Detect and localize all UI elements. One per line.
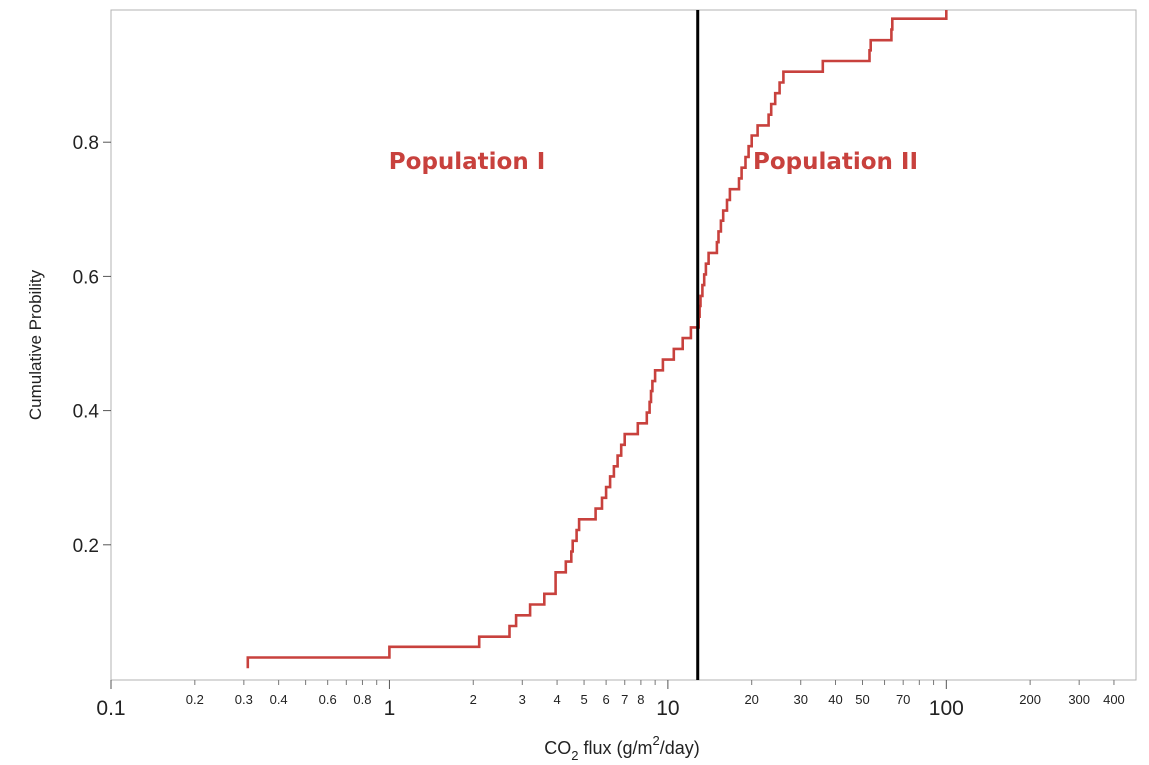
y-axis-title: Cumulative Probility — [26, 269, 45, 420]
plot-frame — [110, 9, 1137, 681]
x-minor-tick-label-6: 3 — [519, 692, 526, 707]
x-minor-tick-label-19: 400 — [1103, 692, 1125, 707]
x-minor-tick-label-3: 0.6 — [319, 692, 337, 707]
x-minor-tick-label-15: 50 — [855, 692, 869, 707]
x-axis: 0.1 1 10 100 0.2 0.3 0.4 0.6 0.8 2 3 4 5 6 7 8 20 30 40 50 7… — [96, 680, 1125, 720]
x-minor-tick-label-17: 200 — [1019, 692, 1041, 707]
x-axis-title-suffix: /day) — [660, 738, 700, 758]
y-tick-label-2: 0.6 — [73, 267, 99, 288]
x-axis-title-subscript: 2 — [571, 748, 578, 763]
x-major-tick-label-0: 0.1 — [96, 697, 125, 720]
annotation-population-ii: Population II — [753, 149, 918, 175]
x-axis-title: CO2 flux (g/m2/day) — [544, 733, 700, 763]
x-minor-tick-label-5: 2 — [470, 692, 477, 707]
y-tick-label-3: 0.8 — [73, 133, 99, 154]
x-axis-title-middle: flux (g/m — [578, 738, 652, 758]
y-axis: 0.2 0.4 0.6 0.8 — [73, 133, 111, 557]
cdf-step-line-0 — [246, 10, 948, 669]
x-minor-tick-label-1: 0.3 — [235, 692, 253, 707]
x-minor-tick-label-4: 0.8 — [353, 692, 371, 707]
x-major-tick-label-1: 1 — [384, 697, 396, 720]
y-tick-label-0: 0.2 — [73, 536, 99, 557]
x-major-tick-label-2: 10 — [656, 697, 679, 720]
x-minor-tick-label-10: 7 — [621, 692, 628, 707]
annotation-population-i: Population I — [389, 149, 546, 175]
x-axis-title-prefix: CO — [544, 738, 571, 758]
x-minor-tick-label-14: 40 — [828, 692, 842, 707]
series-layer — [246, 10, 948, 669]
x-major-tick-label-3: 100 — [929, 697, 964, 720]
x-minor-tick-label-8: 5 — [580, 692, 587, 707]
x-minor-tick-label-13: 30 — [793, 692, 807, 707]
x-minor-tick-label-16: 70 — [896, 692, 910, 707]
x-minor-tick-label-11: 8 — [637, 692, 644, 707]
x-minor-tick-label-12: 20 — [744, 692, 758, 707]
x-minor-tick-label-9: 6 — [602, 692, 609, 707]
y-tick-label-1: 0.4 — [73, 402, 100, 423]
x-minor-tick-label-0: 0.2 — [186, 692, 204, 707]
x-minor-tick-label-7: 4 — [553, 692, 560, 707]
x-minor-tick-label-18: 300 — [1068, 692, 1090, 707]
x-minor-tick-label-2: 0.4 — [270, 692, 288, 707]
x-axis-title-superscript: 2 — [652, 733, 659, 748]
